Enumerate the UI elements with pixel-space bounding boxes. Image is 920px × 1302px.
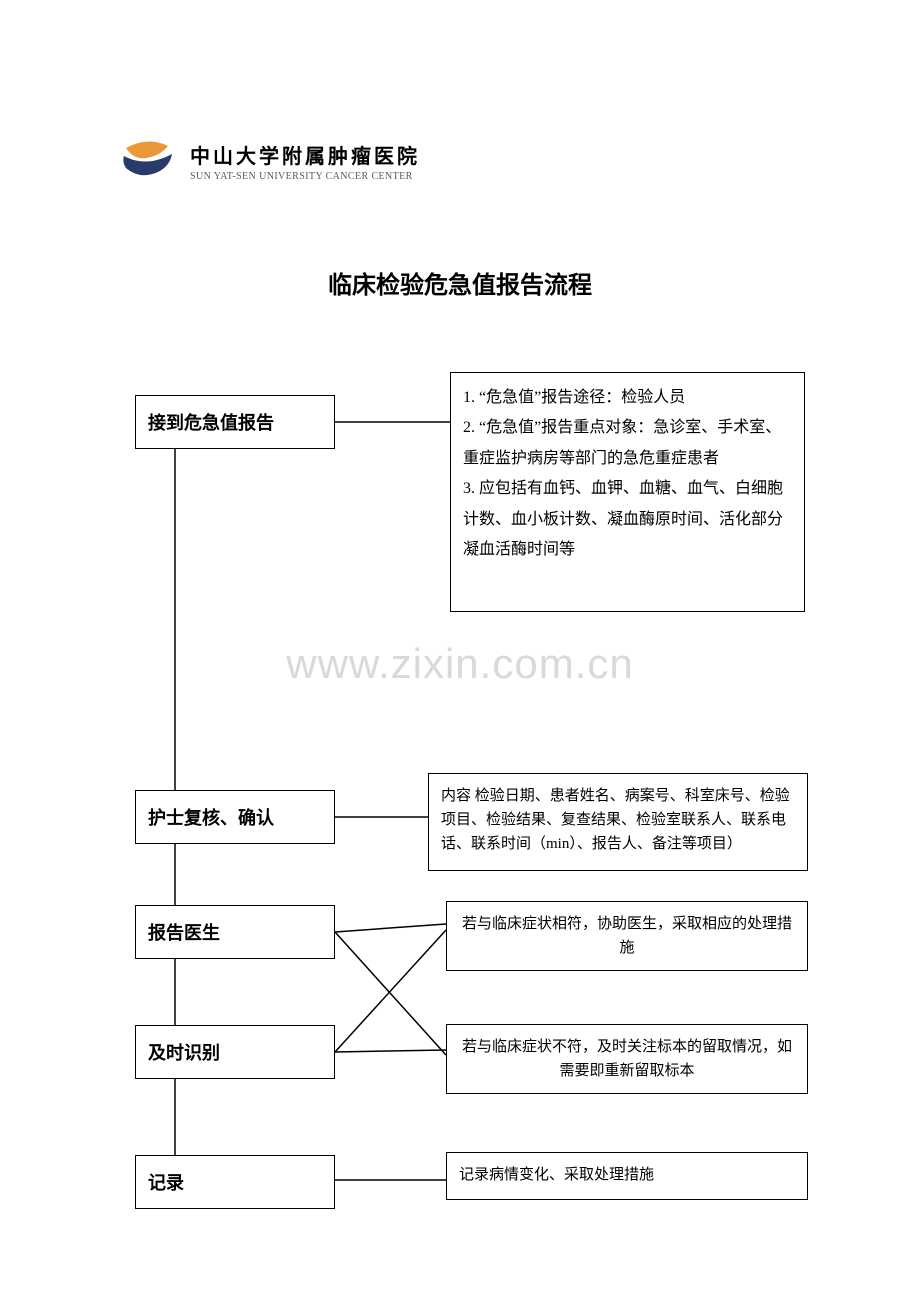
desc-line: 1. “危急值”报告途径：检验人员 — [463, 383, 792, 413]
flow-node-n2: 护士复核、确认 — [135, 790, 335, 844]
desc-line: 内容 检验日期、患者姓名、病案号、科室床号、检验项目、检验结果、复查结果、检验室… — [441, 784, 795, 856]
flow-node-n1: 接到危急值报告 — [135, 395, 335, 449]
document-page: 中山大学附属肿瘤医院 SUN YAT-SEN UNIVERSITY CANCER… — [0, 0, 920, 1302]
logo-mark-icon — [118, 138, 178, 184]
desc-line: 2. “危急值”报告重点对象：急诊室、手术室、重症监护病房等部门的急危重症患者 — [463, 413, 792, 474]
hospital-logo: 中山大学附属肿瘤医院 SUN YAT-SEN UNIVERSITY CANCER… — [118, 138, 420, 184]
flow-desc-d1: 1. “危急值”报告途径：检验人员2. “危急值”报告重点对象：急诊室、手术室、… — [450, 372, 805, 612]
desc-line: 记录病情变化、采取处理措施 — [459, 1163, 795, 1187]
desc-line: 若与临床症状相符，协助医生，采取相应的处理措施 — [459, 912, 795, 960]
logo-text: 中山大学附属肿瘤医院 SUN YAT-SEN UNIVERSITY CANCER… — [190, 140, 420, 182]
flow-node-n5: 记录 — [135, 1155, 335, 1209]
flow-desc-d4: 若与临床症状不符，及时关注标本的留取情况，如需要即重新留取标本 — [446, 1024, 808, 1094]
desc-line: 若与临床症状不符，及时关注标本的留取情况，如需要即重新留取标本 — [459, 1035, 795, 1083]
flow-desc-d3: 若与临床症状相符，协助医生，采取相应的处理措施 — [446, 901, 808, 971]
flow-desc-d2: 内容 检验日期、患者姓名、病案号、科室床号、检验项目、检验结果、复查结果、检验室… — [428, 773, 808, 871]
flow-node-n4: 及时识别 — [135, 1025, 335, 1079]
flow-desc-d5: 记录病情变化、采取处理措施 — [446, 1152, 808, 1200]
logo-en-text: SUN YAT-SEN UNIVERSITY CANCER CENTER — [190, 171, 420, 182]
page-title: 临床检验危急值报告流程 — [0, 265, 920, 300]
flowchart-connectors — [0, 0, 920, 1302]
logo-cn-text: 中山大学附属肿瘤医院 — [190, 140, 420, 169]
flow-node-n3: 报告医生 — [135, 905, 335, 959]
desc-line: 3. 应包括有血钙、血钾、血糖、血气、白细胞计数、血小板计数、凝血酶原时间、活化… — [463, 474, 792, 565]
watermark-text: www.zixin.com.cn — [0, 640, 920, 688]
